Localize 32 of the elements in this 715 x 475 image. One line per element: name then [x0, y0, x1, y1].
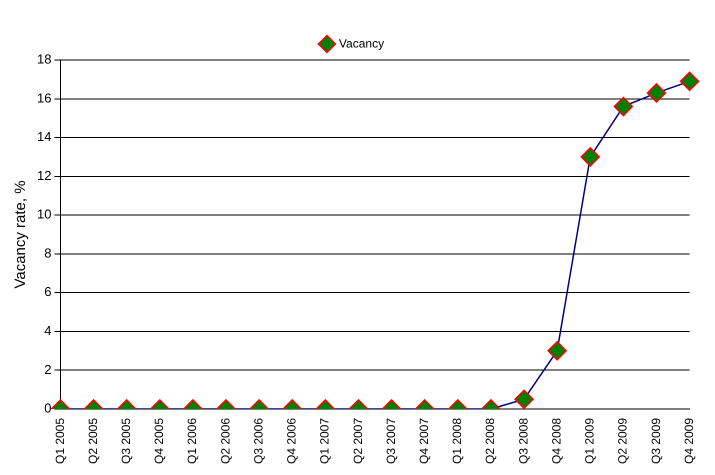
y-tick-label: 6	[44, 284, 52, 300]
y-tick-label: 8	[44, 245, 52, 260]
x-tick-label: Q1 2007	[318, 418, 332, 464]
x-tick-label: Q2 2008	[483, 418, 498, 464]
x-tick-label: Q3 2006	[251, 418, 266, 464]
x-tick-label: Q1 2005	[52, 418, 67, 464]
y-tick-label: 2	[44, 362, 52, 377]
x-tick-label: Q2 2006	[218, 418, 232, 464]
legend-label: Vacancy	[338, 36, 384, 50]
y-tick-label: 16	[36, 90, 52, 106]
x-tick-label: Q3 2008	[516, 418, 530, 464]
x-tick-label: Q3 2009	[648, 418, 663, 464]
x-tick-label: Q4 2009	[682, 418, 696, 464]
y-axis-title: Vacancy rate, %	[12, 180, 30, 289]
y-tick-label: 0	[44, 400, 52, 416]
x-tick-label: Q4 2005	[152, 418, 166, 464]
x-tick-label: Q4 2008	[549, 418, 564, 464]
x-tick-label: Q4 2007	[417, 418, 432, 464]
x-tick-label: Q3 2007	[384, 418, 398, 464]
x-tick-label: Q2 2005	[86, 418, 100, 464]
x-tick-label: Q4 2006	[284, 418, 299, 464]
y-tick-label: 10	[36, 206, 52, 222]
x-tick-label: Q1 2009	[582, 418, 597, 464]
x-tick-label: Q1 2006	[185, 418, 200, 464]
y-tick-label: 18	[36, 52, 52, 67]
x-tick-label: Q3 2005	[119, 418, 133, 464]
y-tick-label: 12	[36, 168, 52, 183]
x-tick-label: Q2 2009	[616, 418, 630, 464]
x-tick-label: Q1 2008	[450, 418, 464, 464]
x-tick-label: Q2 2007	[350, 418, 365, 464]
y-tick-label: 4	[44, 322, 52, 338]
y-tick-label: 14	[36, 129, 52, 144]
